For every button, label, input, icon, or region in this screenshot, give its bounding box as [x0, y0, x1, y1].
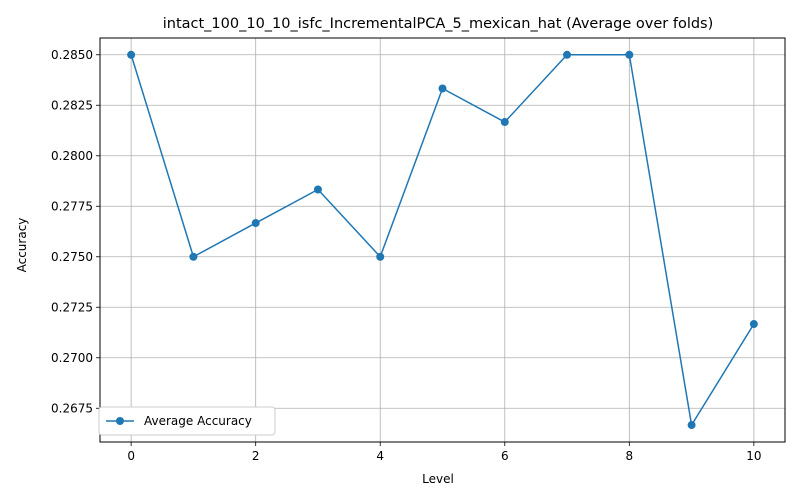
x-tick-label: 4	[376, 449, 384, 463]
data-point	[313, 185, 322, 194]
y-axis-label: Accuracy	[15, 218, 29, 273]
x-tick-label: 10	[746, 449, 761, 463]
x-tick-label: 8	[625, 449, 633, 463]
series-layer	[127, 50, 758, 430]
data-point	[749, 320, 758, 329]
grid	[100, 38, 785, 442]
legend-box	[98, 406, 276, 436]
data-point	[189, 252, 198, 261]
y-tick-label: 0.2700	[51, 351, 93, 365]
y-tick-label: 0.2850	[51, 48, 93, 62]
y-tick-label: 0.2775	[51, 199, 93, 213]
x-tick-label: 2	[252, 449, 260, 463]
data-point	[687, 421, 696, 430]
data-point	[563, 50, 572, 59]
x-tick-label: 6	[501, 449, 509, 463]
x-tick-label: 0	[127, 449, 135, 463]
plot-frame	[99, 37, 786, 443]
x-axis-label: Level	[422, 472, 454, 486]
data-point	[438, 84, 447, 93]
y-tick-label: 0.2725	[51, 300, 93, 314]
data-point	[127, 50, 136, 59]
legend: Average Accuracy	[98, 406, 276, 436]
data-point	[625, 50, 634, 59]
chart-title: intact_100_10_10_isfc_IncrementalPCA_5_m…	[163, 16, 714, 32]
data-point	[251, 219, 260, 228]
data-point	[500, 118, 509, 127]
legend-marker-swatch	[116, 417, 124, 425]
data-point	[376, 252, 385, 261]
y-tick-label: 0.2675	[51, 401, 93, 415]
y-tick-label: 0.2800	[51, 149, 93, 163]
ticks: 0 2 4 6 8 10 0.2675 0.2700 0.2725 0.2750 0.2775 0.2…	[51, 48, 762, 463]
y-tick-label: 0.2750	[51, 250, 93, 264]
y-tick-label: 0.2825	[51, 98, 93, 112]
legend-label: Average Accuracy	[144, 414, 252, 428]
